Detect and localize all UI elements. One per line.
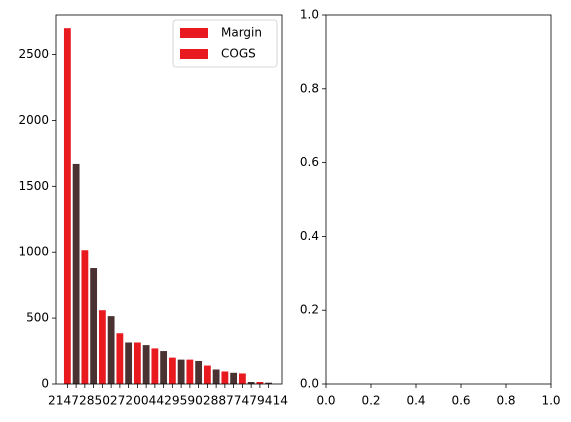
right-y-tick-label-1: 0.2	[300, 303, 319, 317]
bar-8	[133, 342, 141, 384]
bar-6	[116, 333, 124, 384]
right-y-tick-label-5: 1.0	[300, 8, 319, 22]
legend-swatch-1	[180, 49, 208, 59]
bar-4	[98, 310, 106, 384]
x-tick-labels: 2147285027200442959028877479414	[48, 394, 288, 408]
bar-9	[142, 345, 150, 384]
right-x-tick-label-3: 0.6	[451, 394, 470, 408]
bar-16	[203, 365, 211, 384]
bar-3	[90, 268, 98, 384]
bar-7	[125, 342, 133, 384]
right-y-tick-label-3: 0.6	[300, 155, 319, 169]
y-tick-label-4: 2000	[18, 113, 49, 127]
bar-14	[186, 359, 194, 384]
right-x-tick-label-2: 0.4	[406, 394, 425, 408]
legend-label-1: COGS	[221, 47, 256, 61]
right-y-tick-label-4: 0.8	[300, 81, 319, 95]
y-tick-label-0: 0	[41, 377, 49, 391]
bar-1	[72, 163, 80, 384]
bar-15	[195, 360, 203, 384]
right-x-tick-label-0: 0.0	[316, 394, 335, 408]
bar-23	[265, 382, 273, 384]
right-x-tick-label-1: 0.2	[361, 394, 380, 408]
right-y-tick-label-2: 0.4	[300, 229, 319, 243]
y-tick-label-1: 500	[26, 311, 49, 325]
bar-0	[63, 28, 71, 385]
right-x-tick-label-5: 1.0	[541, 394, 560, 408]
bar-13	[177, 359, 185, 384]
bar-5	[107, 316, 115, 384]
bar-21	[247, 382, 255, 384]
left-axes-frame	[55, 14, 283, 385]
y-tick-label-3: 1500	[18, 179, 49, 193]
bar-10	[151, 348, 159, 384]
legend-label-0: Margin	[221, 26, 262, 40]
bar-2	[81, 250, 89, 384]
bar-17	[212, 369, 220, 384]
bar-18	[221, 371, 229, 384]
bar-12	[168, 357, 176, 384]
y-tick-label-5: 2500	[18, 47, 49, 61]
right-axes-frame	[325, 14, 552, 385]
bar-22	[256, 382, 264, 384]
right-x-tick-label-4: 0.8	[496, 394, 515, 408]
bar-19	[230, 372, 238, 384]
bar-11	[160, 351, 168, 384]
y-tick-label-2: 1000	[18, 245, 49, 259]
bar-20	[238, 373, 246, 384]
right-y-tick-label-0: 0.0	[300, 377, 319, 391]
legend-swatch-0	[180, 28, 208, 38]
